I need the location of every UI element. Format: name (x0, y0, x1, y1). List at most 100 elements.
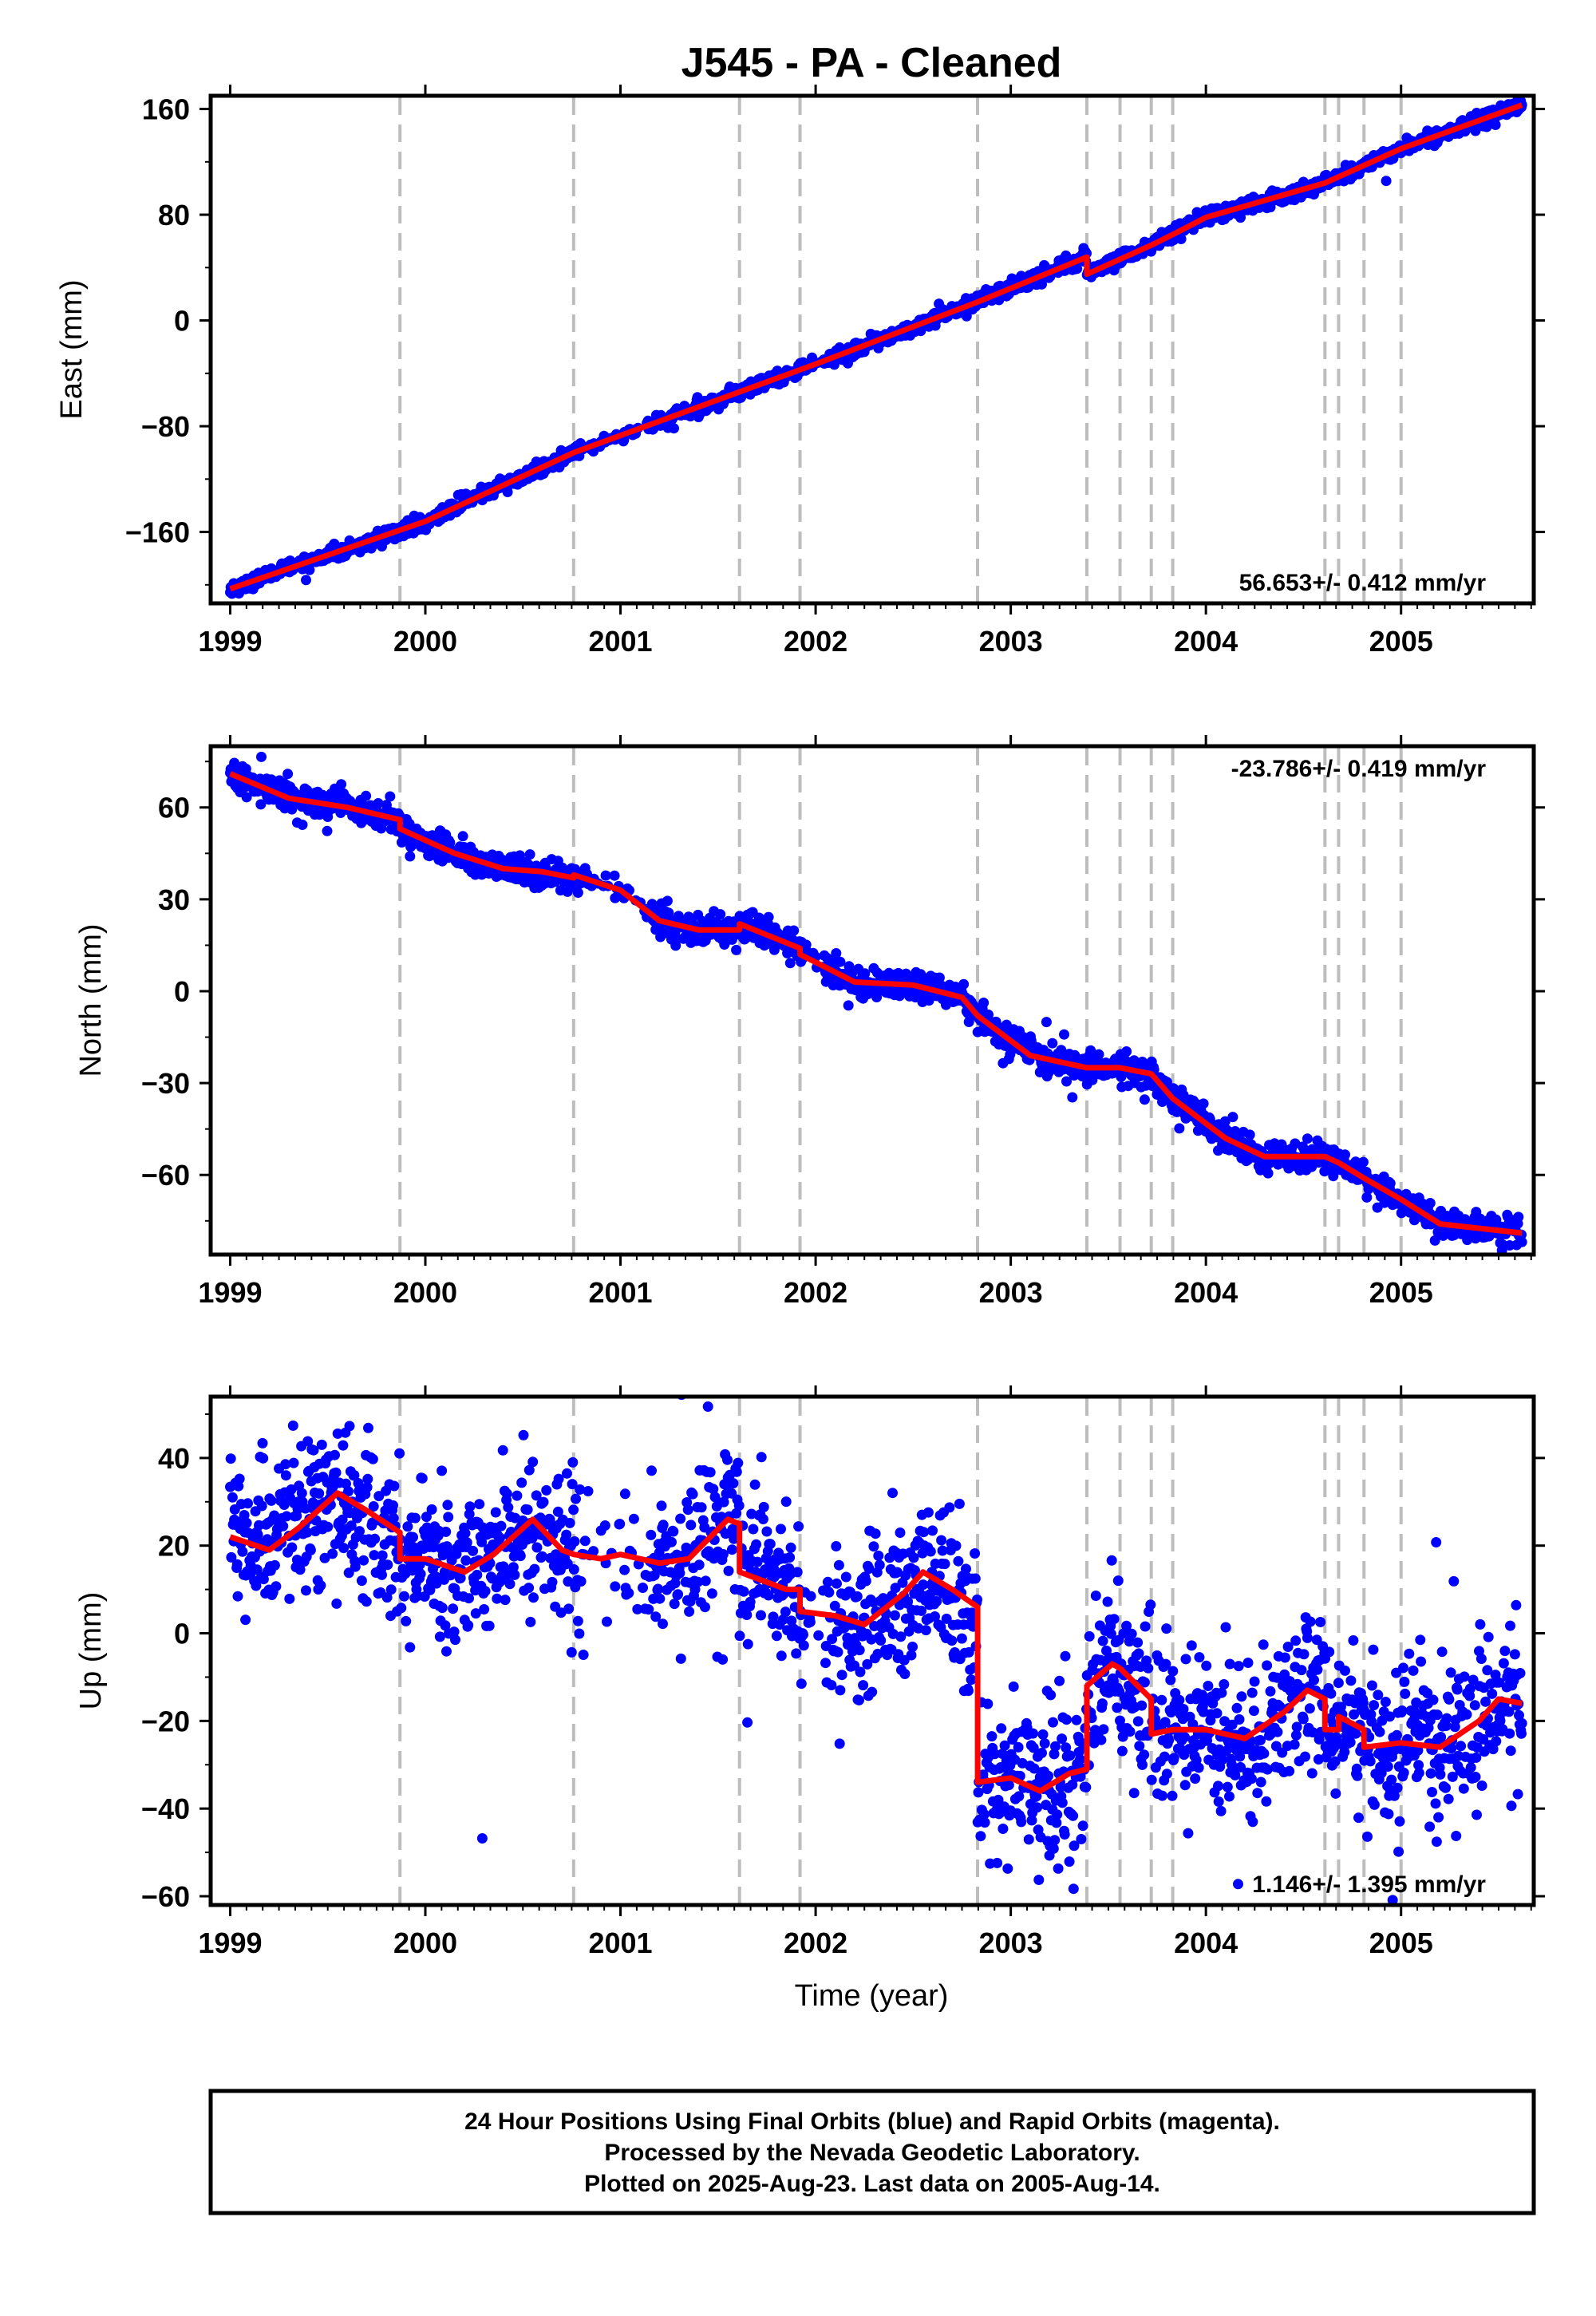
data-point (529, 1563, 540, 1575)
data-point (381, 1592, 393, 1603)
y-tick-label: −80 (141, 410, 190, 443)
data-point (675, 1653, 686, 1664)
data-point (362, 1473, 373, 1484)
data-point (569, 1536, 580, 1547)
data-point (241, 792, 252, 803)
data-point (623, 1587, 634, 1599)
data-point (738, 1586, 749, 1597)
data-point (742, 1717, 753, 1728)
data-point (417, 1472, 428, 1484)
data-point (286, 1542, 298, 1553)
data-point (722, 1454, 733, 1465)
data-point (356, 1575, 367, 1587)
data-point (1244, 1129, 1255, 1140)
data-point (377, 1569, 387, 1580)
x-tick-label: 2000 (393, 625, 457, 658)
data-point (1061, 1076, 1072, 1087)
data-point (241, 1517, 252, 1528)
data-point (269, 1559, 280, 1571)
data-point (614, 1519, 626, 1529)
data-point (331, 1598, 342, 1609)
data-point (500, 1595, 511, 1606)
data-point (796, 1678, 807, 1690)
data-point (330, 1449, 340, 1460)
data-point (484, 1620, 495, 1631)
data-point (388, 1500, 398, 1511)
data-point (780, 1496, 792, 1508)
data-point (780, 1607, 791, 1618)
data-point (784, 958, 796, 969)
chart-title: J545 - PA - Cleaned (681, 40, 1062, 86)
y-tick-label: 60 (158, 792, 190, 824)
data-point (437, 1603, 448, 1614)
x-tick-label: 1999 (198, 1276, 262, 1309)
data-point (258, 1452, 269, 1464)
data-point (619, 1488, 630, 1500)
data-point (280, 1459, 291, 1470)
data-point (656, 1500, 667, 1512)
data-point (512, 1490, 523, 1501)
data-point (733, 1457, 744, 1468)
data-point (764, 1539, 776, 1550)
data-point (555, 1607, 567, 1618)
data-point (343, 1567, 354, 1579)
data-point (501, 1488, 512, 1500)
data-point (726, 1544, 737, 1555)
data-point (448, 1626, 460, 1638)
data-point (751, 1539, 762, 1550)
data-point (609, 870, 620, 881)
data-point (464, 1508, 475, 1520)
x-tick-label: 2003 (979, 625, 1043, 658)
data-point (468, 1545, 479, 1556)
data-point (361, 790, 372, 801)
data-point (1385, 1178, 1396, 1189)
data-point (578, 1650, 589, 1660)
data-point (1047, 1037, 1058, 1049)
x-tick-label: 2002 (784, 1276, 847, 1309)
data-point (650, 1611, 662, 1622)
data-point (302, 1527, 313, 1538)
data-point (568, 1564, 579, 1575)
data-point (669, 1599, 680, 1610)
data-point (792, 1567, 803, 1578)
data-point (308, 1445, 319, 1456)
data-point (460, 1528, 471, 1539)
data-point (256, 1500, 267, 1512)
data-point (1067, 1092, 1078, 1103)
data-point (492, 1593, 503, 1604)
data-point (602, 1616, 612, 1627)
panel-frame (208, 93, 1536, 606)
data-point (287, 1420, 298, 1431)
data-point (671, 1549, 682, 1560)
data-point (572, 1615, 583, 1626)
data-point (1121, 1046, 1132, 1057)
data-point (226, 1551, 237, 1563)
data-point (1424, 1198, 1436, 1208)
data-point (567, 1456, 579, 1468)
data-point (476, 1833, 488, 1844)
data-point (728, 1478, 739, 1489)
y-tick-label: 80 (158, 199, 190, 231)
data-point (442, 1500, 453, 1511)
data-point (437, 1465, 448, 1476)
data-point (579, 1535, 591, 1547)
data-point (646, 1529, 657, 1540)
data-point (258, 1574, 269, 1585)
data-point (741, 1610, 753, 1620)
data-point (496, 1520, 507, 1531)
data-point (1175, 234, 1187, 244)
data-point (252, 1529, 263, 1540)
data-point (734, 1630, 745, 1642)
data-point (793, 1521, 804, 1532)
data-point (284, 1593, 295, 1604)
data-point (733, 1500, 745, 1511)
data-point (786, 1615, 797, 1626)
data-point (316, 1439, 327, 1450)
data-point (525, 1616, 536, 1627)
data-point (963, 1017, 974, 1027)
data-point (1227, 1112, 1238, 1123)
data-point (373, 798, 384, 808)
data-point (409, 1512, 421, 1524)
data-point (382, 1559, 393, 1571)
